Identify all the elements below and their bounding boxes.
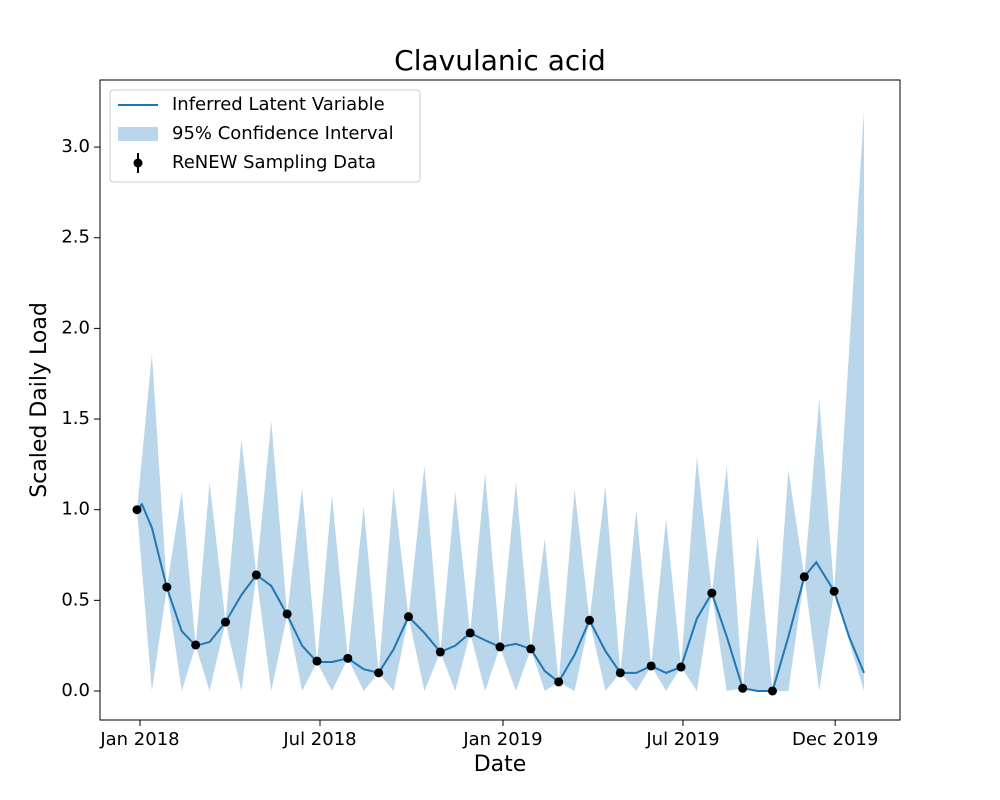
x-tick-label: Jan 2018 [99,729,179,750]
y-axis-label: Scaled Daily Load [27,302,52,498]
legend-label: ReNEW Sampling Data [172,152,376,173]
sample-point [404,612,414,622]
legend-band [118,127,158,141]
y-tick-label: 2.5 [61,227,90,248]
sample-point [676,662,686,672]
y-tick-label: 0.0 [61,680,90,701]
y-tick-label: 2.0 [61,317,90,338]
sample-point [495,642,505,652]
sample-point [312,656,322,666]
sample-point [768,686,778,696]
legend-marker [133,158,143,168]
sample-point [646,661,656,671]
legend-box [109,89,421,183]
sample-point [132,505,142,515]
sample-point [615,668,625,678]
legend-label: 95% Confidence Interval [172,123,394,144]
x-tick-label: Jul 2019 [645,729,719,750]
sample-point [191,640,201,650]
confidence-band [136,110,864,691]
y-tick-label: 1.5 [61,408,90,429]
sample-point [738,683,748,693]
legend-label: Inferred Latent Variable [172,94,385,115]
sample-point [435,647,445,657]
sample-point [343,653,353,663]
y-tick-label: 3.0 [61,136,90,157]
sample-point [799,572,809,582]
sample-point [554,677,564,687]
sample-point [251,570,261,580]
x-tick-label: Jul 2018 [282,729,356,750]
sample-point [585,615,595,625]
x-tick-label: Dec 2019 [792,729,878,750]
chart-title: Clavulanic acid [394,44,606,77]
sample-point [829,586,839,596]
plot-frame [99,79,901,721]
y-tick-label: 0.5 [61,589,90,610]
latent-line [136,502,865,692]
sample-point [162,582,172,592]
x-axis-label: Date [474,752,527,777]
sample-point [526,644,536,654]
sample-point [465,628,475,638]
sample-point [221,617,231,627]
x-tick-label: Jan 2019 [462,729,542,750]
sample-point [707,588,717,598]
sample-point [374,668,384,678]
y-tick-label: 1.0 [61,499,90,520]
sample-point [282,609,292,619]
